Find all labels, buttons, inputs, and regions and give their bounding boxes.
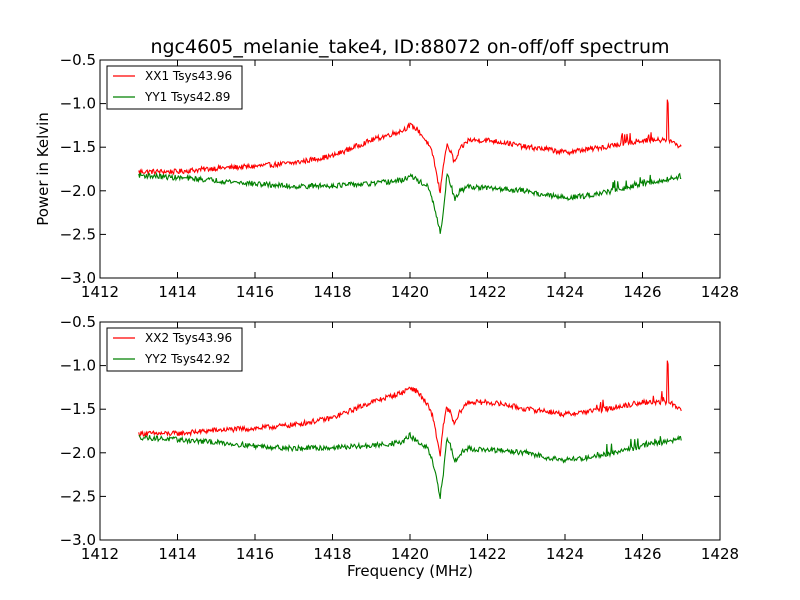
bottom-y-tick-label: −0.5 — [60, 313, 96, 331]
top-y-tick-label: −1.5 — [60, 138, 96, 156]
top-x-tick-label: 1426 — [623, 283, 661, 301]
top-series-layer — [138, 99, 682, 234]
figure-title: ngc4605_melanie_take4, ID:88072 on-off/o… — [150, 36, 669, 58]
bottom-series-xx2-line — [138, 360, 682, 457]
top-y-axis-label: Power in Kelvin — [34, 112, 52, 226]
bottom-legend-label-yy2: YY2 Tsys42.92 — [144, 352, 230, 366]
bottom-x-tick-label: 1414 — [158, 545, 196, 563]
top-panel: 1412 1414 1416 1418 1420 1422 1424 1426 1428 −3.0… — [34, 51, 739, 301]
top-legend-label-xx1: XX1 Tsys43.96 — [145, 69, 232, 83]
bottom-panel: 1412 1414 1416 1418 1420 1422 1424 1426 1428 −3.0… — [60, 313, 740, 580]
bottom-y-tick-label: −1.5 — [60, 400, 96, 418]
top-x-tick-label: 1412 — [81, 283, 119, 301]
bottom-series-layer — [138, 360, 682, 499]
top-legend: XX1 Tsys43.96 YY1 Tsys42.89 — [106, 65, 243, 110]
bottom-x-axis-label: Frequency (MHz) — [347, 562, 473, 580]
bottom-x-tick-label: 1418 — [313, 545, 351, 563]
bottom-series-yy2-line — [138, 431, 682, 499]
top-x-tick-label: 1418 — [313, 283, 351, 301]
top-x-tick-label: 1420 — [391, 283, 429, 301]
bottom-x-tick-label: 1428 — [701, 545, 739, 563]
top-x-tick-label: 1422 — [468, 283, 506, 301]
bottom-y-tick-label: −2.5 — [60, 487, 96, 505]
top-x-tick-label: 1428 — [701, 283, 739, 301]
bottom-x-tick-label: 1424 — [546, 545, 584, 563]
bottom-x-tick-label: 1422 — [468, 545, 506, 563]
bottom-x-tick-label: 1426 — [623, 545, 661, 563]
top-series-yy1-line — [138, 171, 682, 234]
top-x-tick-label: 1414 — [158, 283, 196, 301]
bottom-x-tick-label: 1420 — [391, 545, 429, 563]
top-ticks-layer: 1412 1414 1416 1418 1420 1422 1424 1426 1428 −3.0… — [60, 51, 740, 301]
top-y-tick-label: −1.0 — [60, 95, 96, 113]
top-legend-box — [106, 65, 243, 110]
top-y-tick-label: −3.0 — [60, 269, 96, 287]
bottom-legend: XX2 Tsys43.96 YY2 Tsys42.92 — [106, 327, 243, 372]
bottom-y-tick-label: −3.0 — [60, 531, 96, 549]
top-y-tick-label: −2.0 — [60, 182, 96, 200]
top-y-tick-label: −2.5 — [60, 225, 96, 243]
bottom-y-tick-label: −1.0 — [60, 357, 96, 375]
top-x-tick-label: 1424 — [546, 283, 584, 301]
top-x-tick-label: 1416 — [236, 283, 274, 301]
bottom-legend-box — [106, 327, 243, 372]
bottom-x-tick-label: 1412 — [81, 545, 119, 563]
bottom-x-tick-label: 1416 — [236, 545, 274, 563]
top-legend-label-yy1: YY1 Tsys42.89 — [144, 90, 230, 104]
bottom-y-tick-label: −2.0 — [60, 444, 96, 462]
bottom-ticks-layer: 1412 1414 1416 1418 1420 1422 1424 1426 1428 −3.0… — [60, 313, 740, 563]
bottom-legend-label-xx2: XX2 Tsys43.96 — [145, 331, 232, 345]
top-series-xx1-line — [138, 99, 682, 194]
top-y-tick-label: −0.5 — [60, 51, 96, 69]
